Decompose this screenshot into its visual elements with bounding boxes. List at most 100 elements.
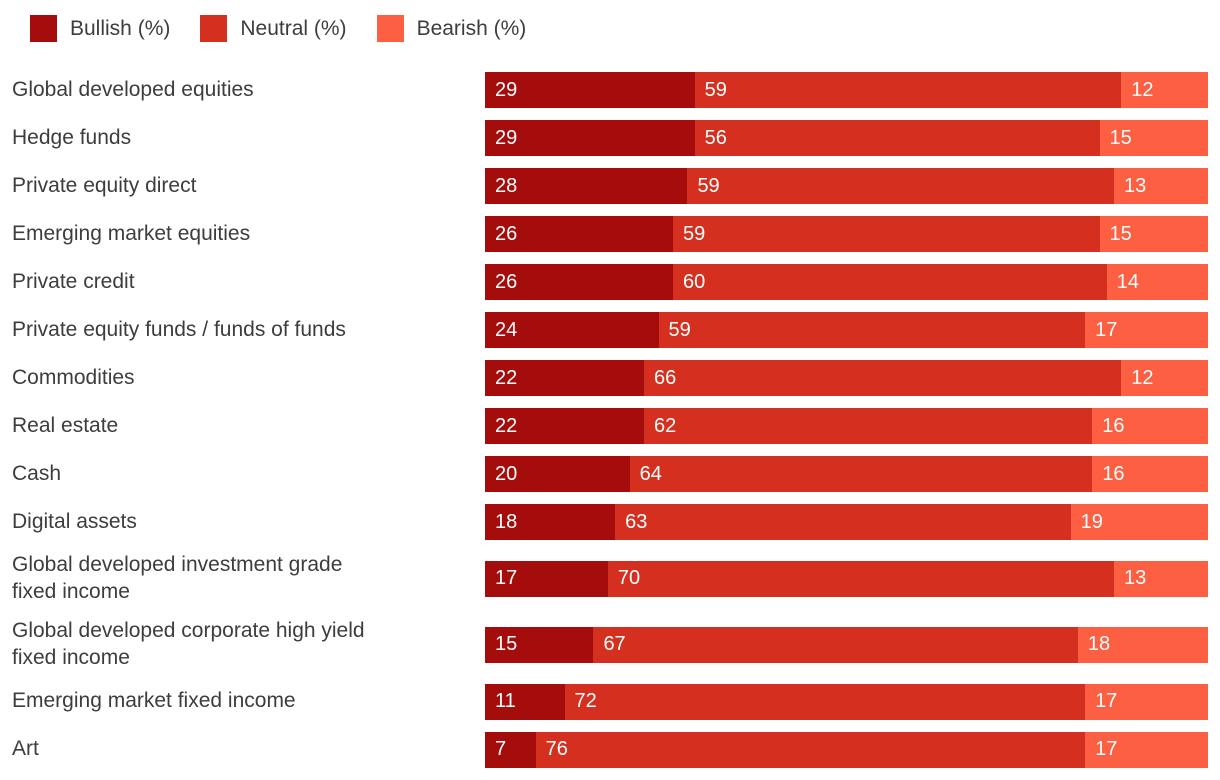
- segment-value: 67: [603, 633, 626, 656]
- bar-segment-neutral: 76: [535, 731, 1086, 768]
- segment-value: 24: [495, 318, 518, 341]
- segment-value: 22: [495, 366, 518, 389]
- stacked-bar: 22 66 12: [485, 360, 1208, 396]
- bar-segment-bearish: 17: [1085, 312, 1208, 348]
- stacked-bar: 18 63 19: [485, 504, 1208, 540]
- chart-row: Global developed investment grade fixed …: [12, 552, 1208, 606]
- segment-value: 18: [495, 510, 518, 533]
- legend-swatch-neutral-icon: [200, 15, 228, 42]
- bar-segment-bearish: 13: [1114, 560, 1208, 597]
- segment-value: 29: [495, 126, 518, 149]
- stacked-bar: 17 70 13: [485, 560, 1208, 597]
- segment-value: 26: [495, 270, 518, 293]
- segment-value: 22: [495, 414, 518, 437]
- bar-segment-bearish: 16: [1092, 408, 1208, 444]
- bar-segment-neutral: 59: [694, 72, 1122, 108]
- segment-value: 17: [1095, 318, 1118, 341]
- segment-value: 15: [1109, 126, 1132, 149]
- chart-row: Emerging market equities 26 59 15: [12, 216, 1208, 252]
- segment-value: 63: [625, 510, 648, 533]
- category-label: Private credit: [12, 269, 135, 293]
- segment-value: 16: [1102, 462, 1125, 485]
- legend: Bullish (%) Neutral (%) Bearish (%): [30, 15, 1208, 42]
- segment-value: 15: [1109, 222, 1132, 245]
- legend-label-neutral: Neutral (%): [240, 16, 347, 40]
- bar-segment-neutral: 67: [593, 626, 1078, 663]
- segment-value: 56: [704, 126, 727, 149]
- category-label: Real estate: [12, 413, 119, 437]
- bar-segment-bullish: 24: [485, 312, 659, 348]
- segment-value: 62: [654, 414, 677, 437]
- legend-swatch-bullish-icon: [30, 15, 57, 42]
- legend-item-bullish: Bullish (%): [30, 15, 170, 42]
- stacked-bar: 26 60 14: [485, 264, 1208, 300]
- segment-value: 15: [495, 633, 518, 656]
- bar-segment-bearish: 19: [1070, 504, 1208, 540]
- category-label: Global developed equities: [12, 77, 254, 101]
- segment-value: 13: [1124, 567, 1147, 590]
- chart-row: Global developed corporate high yield fi…: [12, 618, 1208, 672]
- segment-value: 72: [574, 690, 597, 712]
- legend-item-neutral: Neutral (%): [200, 15, 347, 42]
- chart-row: Real estate 22 62 16: [12, 408, 1208, 444]
- bar-segment-bearish: 17: [1085, 731, 1208, 768]
- segment-value: 59: [704, 78, 727, 101]
- bar-segment-bullish: 26: [485, 216, 673, 252]
- category-label: Global developed corporate high yield fi…: [12, 618, 365, 669]
- bar-segment-bullish: 7: [485, 731, 536, 768]
- chart-row: Art 7 76 17: [12, 731, 1208, 768]
- bar-segment-bearish: 15: [1099, 216, 1208, 252]
- bar-segment-bullish: 20: [485, 456, 630, 492]
- segment-value: 7: [495, 738, 507, 760]
- segment-value: 13: [1124, 174, 1147, 197]
- bar-segment-bullish: 29: [485, 72, 695, 108]
- chart-row: Commodities 22 66 12: [12, 360, 1208, 396]
- segment-value: 59: [697, 174, 720, 197]
- segment-value: 64: [639, 462, 662, 485]
- bar-segment-bullish: 26: [485, 264, 673, 300]
- segment-value: 17: [1095, 690, 1118, 712]
- bar-segment-neutral: 72: [564, 683, 1086, 720]
- category-label: Global developed investment grade fixed …: [12, 553, 343, 603]
- bar-segment-neutral: 64: [629, 456, 1093, 492]
- bar-segment-bullish: 22: [485, 360, 645, 396]
- legend-swatch-bearish-icon: [376, 15, 404, 42]
- stacked-bar: 7 76 17: [485, 731, 1208, 768]
- segment-value: 19: [1080, 510, 1103, 533]
- bar-segment-neutral: 63: [615, 504, 1071, 540]
- chart-row: Emerging market fixed income 11 72 17: [12, 683, 1208, 720]
- bar-segment-bullish: 28: [485, 168, 688, 204]
- bar-segment-neutral: 66: [644, 360, 1122, 396]
- stacked-bar: 24 59 17: [485, 312, 1208, 348]
- bar-rows: Global developed equities 29 59 12 Hedge fun…: [12, 72, 1208, 768]
- bar-segment-bullish: 15: [485, 626, 594, 663]
- bar-segment-neutral: 59: [658, 312, 1086, 348]
- segment-value: 14: [1116, 270, 1140, 293]
- stacked-bar: 11 72 17: [485, 683, 1208, 720]
- chart-row: Private credit 26 60 14: [12, 264, 1208, 300]
- stacked-bar: 20 64 16: [485, 456, 1208, 492]
- category-label: Private equity direct: [12, 173, 197, 197]
- bar-segment-bullish: 11: [485, 683, 565, 720]
- category-label: Emerging market fixed income: [12, 689, 296, 713]
- category-label: Art: [12, 737, 39, 761]
- bar-segment-bearish: 17: [1085, 683, 1208, 720]
- segment-value: 18: [1087, 633, 1111, 656]
- bar-segment-bearish: 13: [1114, 168, 1208, 204]
- stacked-bar: 29 59 12: [485, 72, 1208, 108]
- chart-row: Global developed equities 29 59 12: [12, 72, 1208, 108]
- segment-value: 28: [495, 174, 518, 197]
- bar-segment-neutral: 70: [607, 560, 1114, 597]
- segment-value: 17: [1095, 738, 1118, 760]
- legend-label-bearish: Bearish (%): [416, 16, 527, 40]
- stacked-bar: 29 56 15: [485, 120, 1208, 156]
- stacked-bar: 22 62 16: [485, 408, 1208, 444]
- segment-value: 12: [1131, 78, 1154, 101]
- bar-segment-neutral: 59: [672, 216, 1100, 252]
- bar-segment-neutral: 59: [687, 168, 1114, 204]
- category-label: Digital assets: [12, 509, 137, 533]
- category-label: Emerging market equities: [12, 221, 251, 245]
- segment-value: 26: [495, 222, 518, 245]
- segment-value: 20: [495, 462, 518, 485]
